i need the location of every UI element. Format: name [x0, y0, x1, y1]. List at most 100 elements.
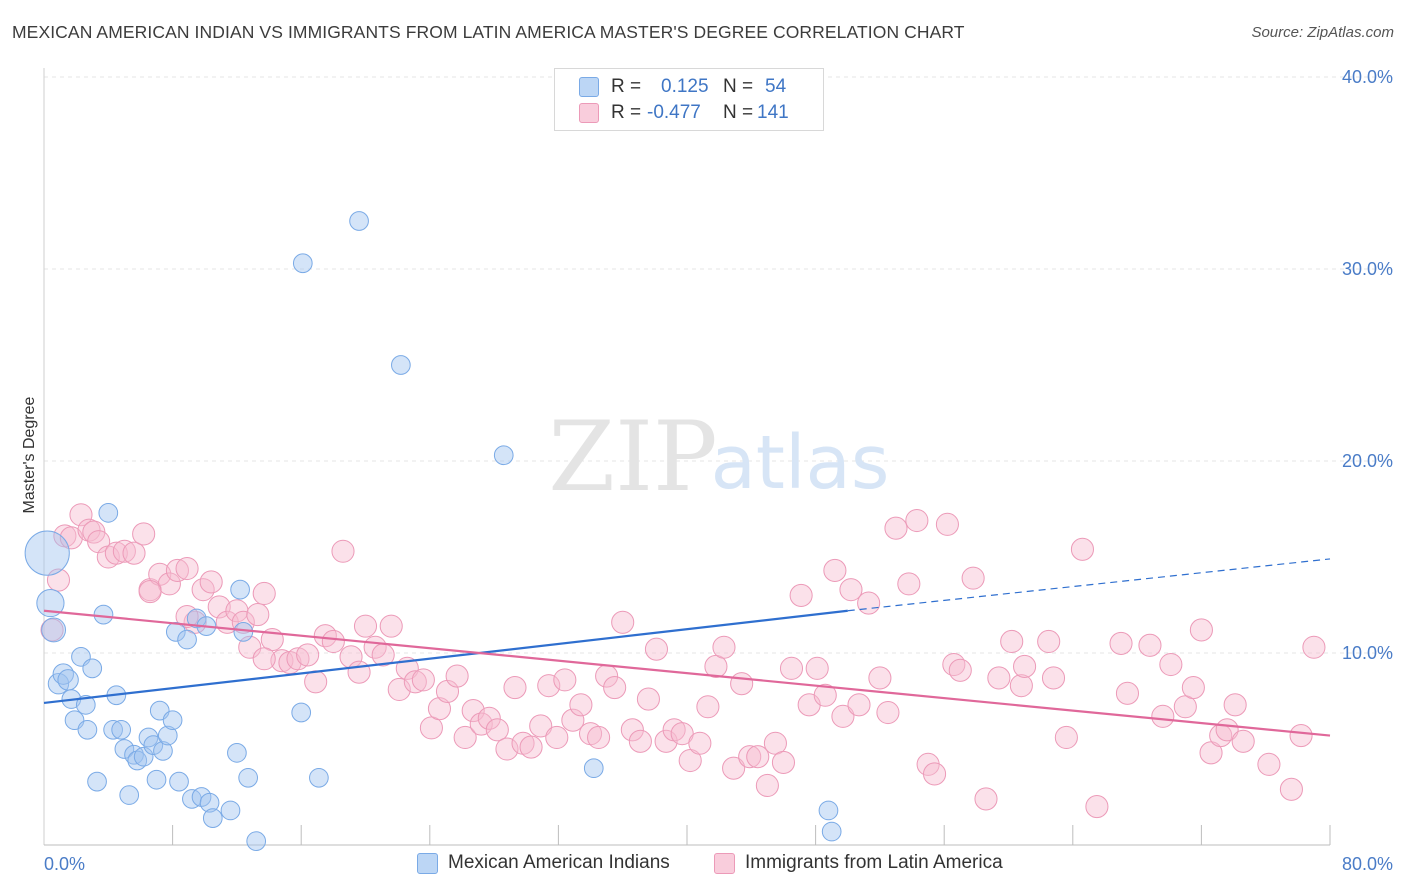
point-latin [347, 660, 371, 684]
point-mexican [93, 604, 114, 625]
point-latin [175, 556, 199, 581]
point-latin [1041, 666, 1066, 690]
point-mexican [246, 831, 267, 852]
series-legend: Mexican American Indians Immigrants from… [0, 852, 1406, 878]
point-latin [823, 558, 847, 582]
point-mexican [36, 588, 65, 618]
point-latin [1109, 631, 1133, 655]
point-latin [165, 558, 189, 582]
legend-r-value: 0.125 [661, 76, 709, 97]
point-latin [1037, 629, 1061, 654]
point-mexican [146, 769, 167, 790]
point-latin [353, 614, 378, 638]
point-latin [1054, 725, 1078, 750]
point-latin [453, 725, 477, 750]
point-latin [379, 614, 403, 638]
point-latin [1000, 629, 1024, 654]
point-latin [331, 539, 355, 563]
point-mexican [103, 719, 123, 740]
point-latin [304, 670, 328, 694]
point-latin [225, 599, 249, 623]
point-mexican [291, 702, 312, 723]
point-mexican [391, 355, 411, 375]
point-latin [696, 695, 720, 719]
legend-r-value: -0.477 [647, 102, 701, 123]
point-mexican [143, 735, 164, 756]
legend-r-label: R = [611, 102, 642, 123]
legend-n-value: 141 [757, 102, 789, 123]
legend-label-mexican: Mexican American Indians [448, 852, 670, 873]
point-latin [122, 541, 146, 565]
legend-swatch-pink [579, 103, 599, 123]
point-mexican [202, 808, 223, 828]
point-latin [644, 637, 669, 661]
point-latin [569, 693, 593, 717]
watermark-zip: ZIP [548, 401, 717, 513]
point-latin [313, 624, 337, 648]
tick-labels: 10.0% 20.0% 30.0% 40.0% 0.0% 80.0% [44, 67, 1393, 874]
legend-item-mexican: Mexican American Indians [417, 852, 670, 874]
legend-row-mexican: R = 0.125 N = 54 [579, 75, 786, 99]
point-mexican [292, 253, 313, 274]
point-latin [1223, 693, 1247, 717]
point-latin [519, 735, 543, 759]
point-mexican [583, 758, 604, 779]
point-mexican [238, 767, 259, 788]
legend-n-label: N = [723, 102, 754, 123]
point-latin [545, 725, 569, 750]
point-mexican [153, 741, 173, 761]
legend-row-latin: R = -0.477 N = 141 [579, 101, 789, 125]
point-latin [923, 762, 947, 786]
point-latin [132, 522, 156, 546]
point-latin [1138, 633, 1162, 657]
point-latin [884, 516, 908, 540]
point-mexican [98, 502, 119, 523]
point-latin [1181, 676, 1205, 700]
point-latin [1009, 674, 1033, 698]
point-mexican [349, 211, 369, 231]
point-latin [857, 591, 881, 615]
point-latin [529, 714, 553, 738]
point-latin [561, 708, 585, 732]
point-latin [553, 668, 577, 692]
point-latin [403, 670, 427, 694]
point-mexican [233, 622, 254, 642]
point-latin [738, 745, 762, 769]
point-latin [59, 526, 83, 550]
x-tick-label: 80.0% [1342, 854, 1393, 874]
point-mexican [227, 742, 247, 763]
point-latin [1070, 537, 1094, 561]
point-latin [779, 656, 804, 680]
point-latin [688, 731, 712, 755]
point-latin [771, 750, 796, 774]
x-tick-label: 0.0% [44, 854, 85, 874]
point-latin [636, 687, 660, 711]
point-latin [411, 668, 435, 692]
legend-swatch-pink [714, 852, 735, 874]
legend-r-label: R = [611, 76, 642, 97]
point-mexican [169, 771, 189, 792]
legend-swatch-blue [417, 852, 438, 874]
point-mexican [133, 746, 154, 767]
point-latin [897, 572, 921, 596]
point-latin [1279, 777, 1303, 801]
point-latin [1189, 618, 1213, 642]
point-mexican [87, 771, 107, 792]
legend-item-latin: Immigrants from Latin America [714, 852, 1003, 874]
point-latin [868, 666, 892, 690]
point-latin [961, 566, 985, 590]
point-mexican [177, 629, 197, 650]
point-latin [183, 610, 207, 634]
point-mexican [75, 694, 96, 715]
point-mexican [157, 725, 178, 746]
point-latin [813, 683, 837, 707]
point-latin [611, 610, 635, 634]
point-mexican [821, 821, 842, 842]
point-latin [252, 581, 276, 606]
point-latin [620, 718, 644, 742]
point-mexican [57, 669, 79, 691]
point-latin [207, 595, 231, 619]
point-latin [246, 603, 270, 627]
point-latin [1085, 795, 1109, 819]
